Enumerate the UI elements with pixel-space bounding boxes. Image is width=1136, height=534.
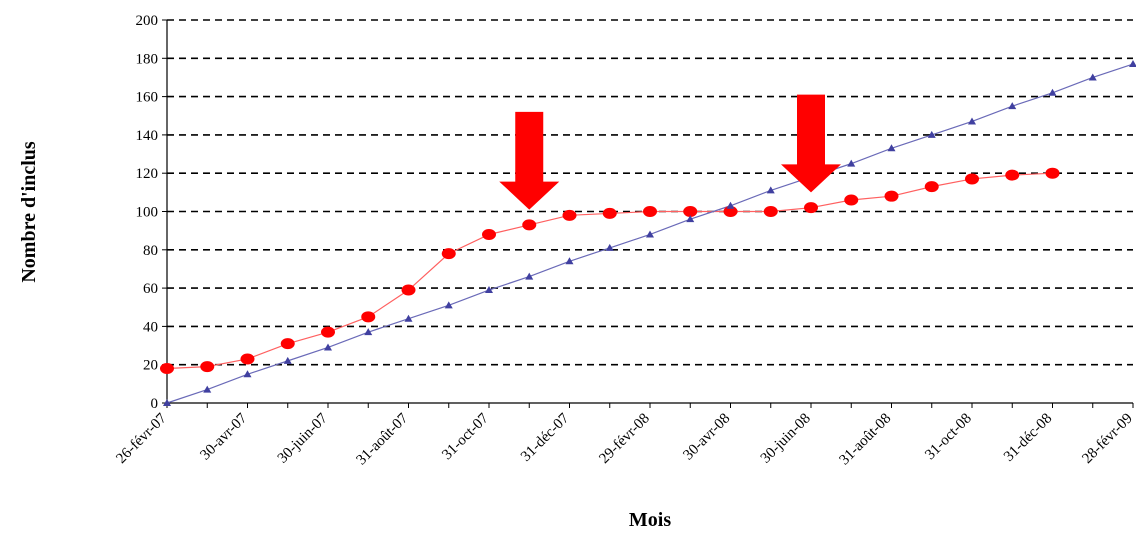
- data-point: [847, 159, 856, 167]
- data-point: [203, 385, 212, 393]
- y-tick-label: 20: [143, 358, 158, 374]
- data-point: [324, 343, 332, 351]
- y-tick-label: 180: [136, 51, 159, 67]
- y-tick-label: 40: [143, 319, 158, 335]
- y-tick-label: 140: [136, 128, 159, 144]
- data-point: [283, 356, 292, 364]
- gridlines: [167, 19, 1133, 366]
- series-markers: [160, 60, 1136, 406]
- data-point: [887, 144, 896, 152]
- data-point: [401, 284, 416, 296]
- data-point: [404, 314, 413, 322]
- data-point: [927, 130, 936, 138]
- x-tick-label: 31-août-07: [353, 410, 411, 468]
- data-point: [321, 326, 335, 338]
- data-point: [968, 117, 976, 125]
- data-point: [763, 206, 778, 217]
- y-axis-title: Nombre d'inclus: [18, 141, 40, 283]
- data-point: [602, 207, 617, 219]
- y-tick-label: 120: [136, 166, 159, 182]
- x-tick-label: 31-déc-08: [1001, 411, 1055, 465]
- x-tick-label: 31-août-08: [836, 411, 894, 469]
- data-point: [683, 206, 698, 217]
- down-arrow-annotation: [781, 94, 841, 193]
- y-tick-labels: 0 20 40 60 80 100 120 140 160 180 200: [136, 13, 159, 412]
- data-point: [361, 311, 376, 323]
- data-point: [525, 272, 534, 280]
- data-point: [240, 353, 255, 365]
- x-tick-label: 28-févr-09: [1079, 411, 1135, 467]
- data-point: [160, 363, 174, 375]
- annotation-arrows: [499, 94, 841, 210]
- x-tick-label: 26-févr-07: [113, 410, 170, 467]
- y-tick-label: 0: [151, 396, 159, 412]
- data-point: [1045, 167, 1060, 179]
- data-point: [485, 286, 493, 294]
- data-point: [605, 243, 614, 251]
- y-tick-label: 200: [136, 13, 159, 29]
- data-point: [1129, 60, 1136, 68]
- data-point: [1005, 169, 1020, 181]
- data-point: [441, 248, 456, 260]
- data-point: [643, 206, 657, 217]
- x-tick-label: 30-avr-07: [197, 410, 250, 463]
- x-tick-label: 31-oct-08: [922, 411, 975, 464]
- x-tick-labels: 26-févr-07 30-avr-07 30-juin-07 31-août-07 3…: [113, 410, 1135, 468]
- down-arrow-annotation: [499, 111, 560, 210]
- data-point: [163, 399, 171, 406]
- series-line: [166, 172, 1053, 370]
- y-tick-label: 60: [143, 281, 158, 297]
- y-tick-label: 100: [136, 205, 159, 221]
- x-axis-title: Mois: [629, 509, 671, 531]
- data-point: [1088, 73, 1097, 81]
- y-tick-label: 160: [136, 90, 159, 106]
- data-point: [726, 201, 735, 209]
- x-tick-label: 30-juin-08: [758, 411, 814, 467]
- data-point: [364, 328, 373, 336]
- x-tick-label: 31-oct-07: [439, 410, 492, 463]
- data-point: [884, 190, 899, 202]
- data-point: [686, 215, 695, 223]
- data-point: [280, 338, 295, 350]
- data-point: [804, 202, 818, 214]
- data-point: [243, 370, 252, 378]
- data-point: [200, 361, 215, 373]
- data-point: [565, 257, 574, 265]
- data-point: [965, 173, 979, 185]
- data-point: [1048, 88, 1057, 96]
- x-tick-label: 31-déc-07: [518, 410, 573, 465]
- x-tick-label: 29-févr-08: [596, 411, 652, 467]
- data-point: [766, 186, 775, 194]
- data-point: [1008, 102, 1017, 110]
- data-point: [444, 301, 453, 309]
- data-point: [924, 181, 939, 193]
- data-point: [482, 228, 496, 240]
- data-point: [844, 194, 859, 206]
- x-tick-label: 30-avr-08: [680, 411, 733, 464]
- data-point: [562, 209, 577, 221]
- data-point: [646, 230, 654, 238]
- y-tick-label: 80: [143, 243, 158, 259]
- x-tick-label: 30-juin-07: [275, 410, 331, 466]
- data-point: [522, 219, 537, 231]
